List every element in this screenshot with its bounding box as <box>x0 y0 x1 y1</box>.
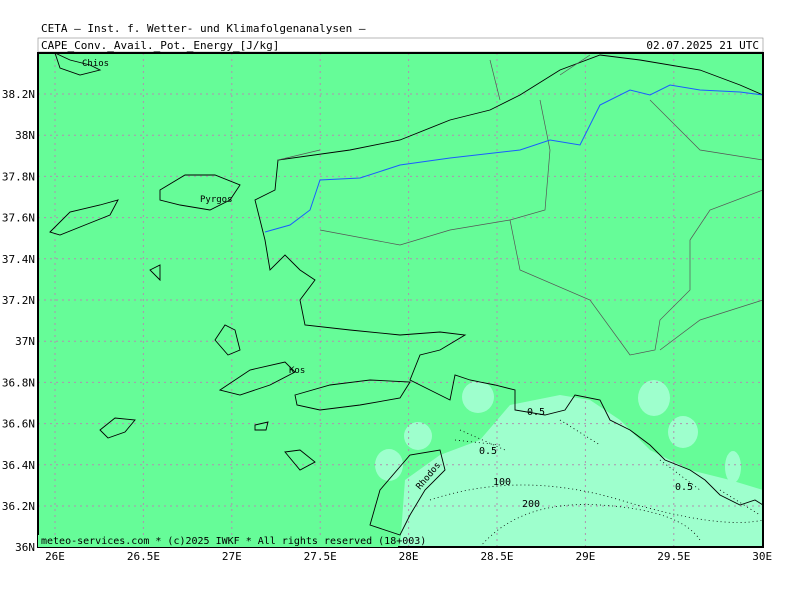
contour-label: 0.5 <box>675 482 693 493</box>
lat-label: 37N <box>15 335 35 348</box>
contour-label: 200 <box>522 499 540 510</box>
cape-low-area <box>638 380 670 416</box>
cape-low-area <box>462 381 494 413</box>
lon-label: 28E <box>399 550 419 563</box>
lon-label: 26E <box>45 550 65 563</box>
lat-label: 37.4N <box>2 253 35 266</box>
cape-low-area <box>400 395 763 547</box>
island <box>214 324 241 356</box>
lat-label: 36N <box>15 541 35 554</box>
lon-label: 29E <box>575 550 595 563</box>
footer: meteo-services.com * (c)2025 IWKF * All … <box>41 536 426 547</box>
map-frame <box>37 52 764 548</box>
lon-label: 29.5E <box>657 550 690 563</box>
lon-label: 27E <box>222 550 242 563</box>
contour-label: 0.5 <box>479 446 497 457</box>
lon-label: 26.5E <box>127 550 160 563</box>
island <box>99 417 136 439</box>
contour <box>454 419 761 516</box>
island <box>254 421 269 431</box>
lat-label: 36.2N <box>2 500 35 513</box>
island <box>54 52 102 76</box>
lat-label: 38.2N <box>2 88 35 101</box>
graticule <box>38 53 763 547</box>
lat-label: 36.6N <box>2 418 35 431</box>
island <box>369 449 446 536</box>
lat-label: 37.6N <box>2 212 35 225</box>
island <box>149 264 161 282</box>
lon-label: 27.5E <box>304 550 337 563</box>
contour-label: 100 <box>493 477 511 488</box>
coastline <box>254 54 764 506</box>
lon-label: 30E <box>752 550 772 563</box>
island <box>284 449 316 471</box>
lat-label: 36.4N <box>2 459 35 472</box>
place-name: Pyrgos <box>200 195 233 205</box>
lat-label: 38N <box>15 129 35 142</box>
island <box>159 174 241 211</box>
border <box>277 54 764 356</box>
place-name: Kos <box>289 366 305 376</box>
river <box>264 84 764 233</box>
island <box>218 361 296 396</box>
island <box>294 379 411 411</box>
title: CAPE_Conv._Avail._Pot._Energy_[J/kg] <box>41 39 279 52</box>
contour-label: 0.5 <box>527 407 545 418</box>
place-name: Chios <box>82 59 109 69</box>
island <box>49 199 119 236</box>
contour <box>429 484 764 523</box>
date: 02.07.2025 21 UTC <box>646 39 759 52</box>
institute: CETA — Inst. f. Wetter- und Klimafolgena… <box>41 22 366 35</box>
cape-low-area <box>404 422 432 450</box>
cape-low-area <box>375 449 403 481</box>
cape-low-area <box>725 451 741 483</box>
lat-label: 36.8N <box>2 376 35 389</box>
lat-label: 37.8N <box>2 170 35 183</box>
lat-label: 37.2N <box>2 294 35 307</box>
lon-label: 28.5E <box>480 550 513 563</box>
cape-low-area <box>668 416 698 448</box>
footer-box <box>38 535 398 547</box>
